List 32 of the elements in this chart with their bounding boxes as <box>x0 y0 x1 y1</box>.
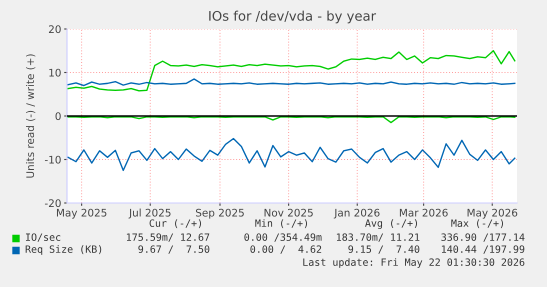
text: Cur (-/+) <box>150 219 202 228</box>
legend-label: Req Size (KB) <box>26 245 102 255</box>
legend-label: IO/sec <box>26 233 60 242</box>
y-tick-label: 20 <box>48 25 61 34</box>
text: 9.67 / 7.50 <box>138 245 210 254</box>
x-tick-label: Mar 2026 <box>400 208 448 217</box>
y-tick-label: -10 <box>44 156 61 164</box>
text: 0.00 /354.49m <box>244 233 322 242</box>
text: 183.70m/ 11.21 <box>336 233 420 242</box>
x-tick-label: Nov 2025 <box>264 208 313 217</box>
text: 9.15 / 7.40 <box>348 245 420 254</box>
line-series <box>67 50 516 92</box>
text: 175.59m/ 12.67 <box>126 233 210 242</box>
text: 0.00 / 4.62 <box>250 245 322 254</box>
text: Avg (-/+) <box>365 219 418 229</box>
x-tick-label: May 2025 <box>56 208 106 219</box>
line-series <box>67 138 516 172</box>
text: Max (-/+) <box>451 219 504 228</box>
x-tick-label: Sep 2025 <box>196 208 244 219</box>
y-tick-label: 0 <box>56 112 61 120</box>
text: Min (-/+) <box>255 219 308 228</box>
x-tick-label: Jul 2025 <box>128 208 171 219</box>
x-tick-label: May 2026 <box>468 208 518 219</box>
chart-title: IOs for /dev/vda - by year <box>209 10 376 24</box>
line-series <box>67 78 516 86</box>
y-axis-title: Units read (-) / write (+) <box>26 54 36 178</box>
text: 336.90 /177.14 <box>441 233 525 242</box>
x-tick-label: Jan 2026 <box>334 208 380 219</box>
y-tick-label: 10 <box>49 68 61 77</box>
y-tick-label: -20 <box>44 199 61 208</box>
text: Last update: Fri May 22 01:30:30 2026 <box>303 258 524 268</box>
text: 140.44 /197.99 <box>442 245 524 254</box>
